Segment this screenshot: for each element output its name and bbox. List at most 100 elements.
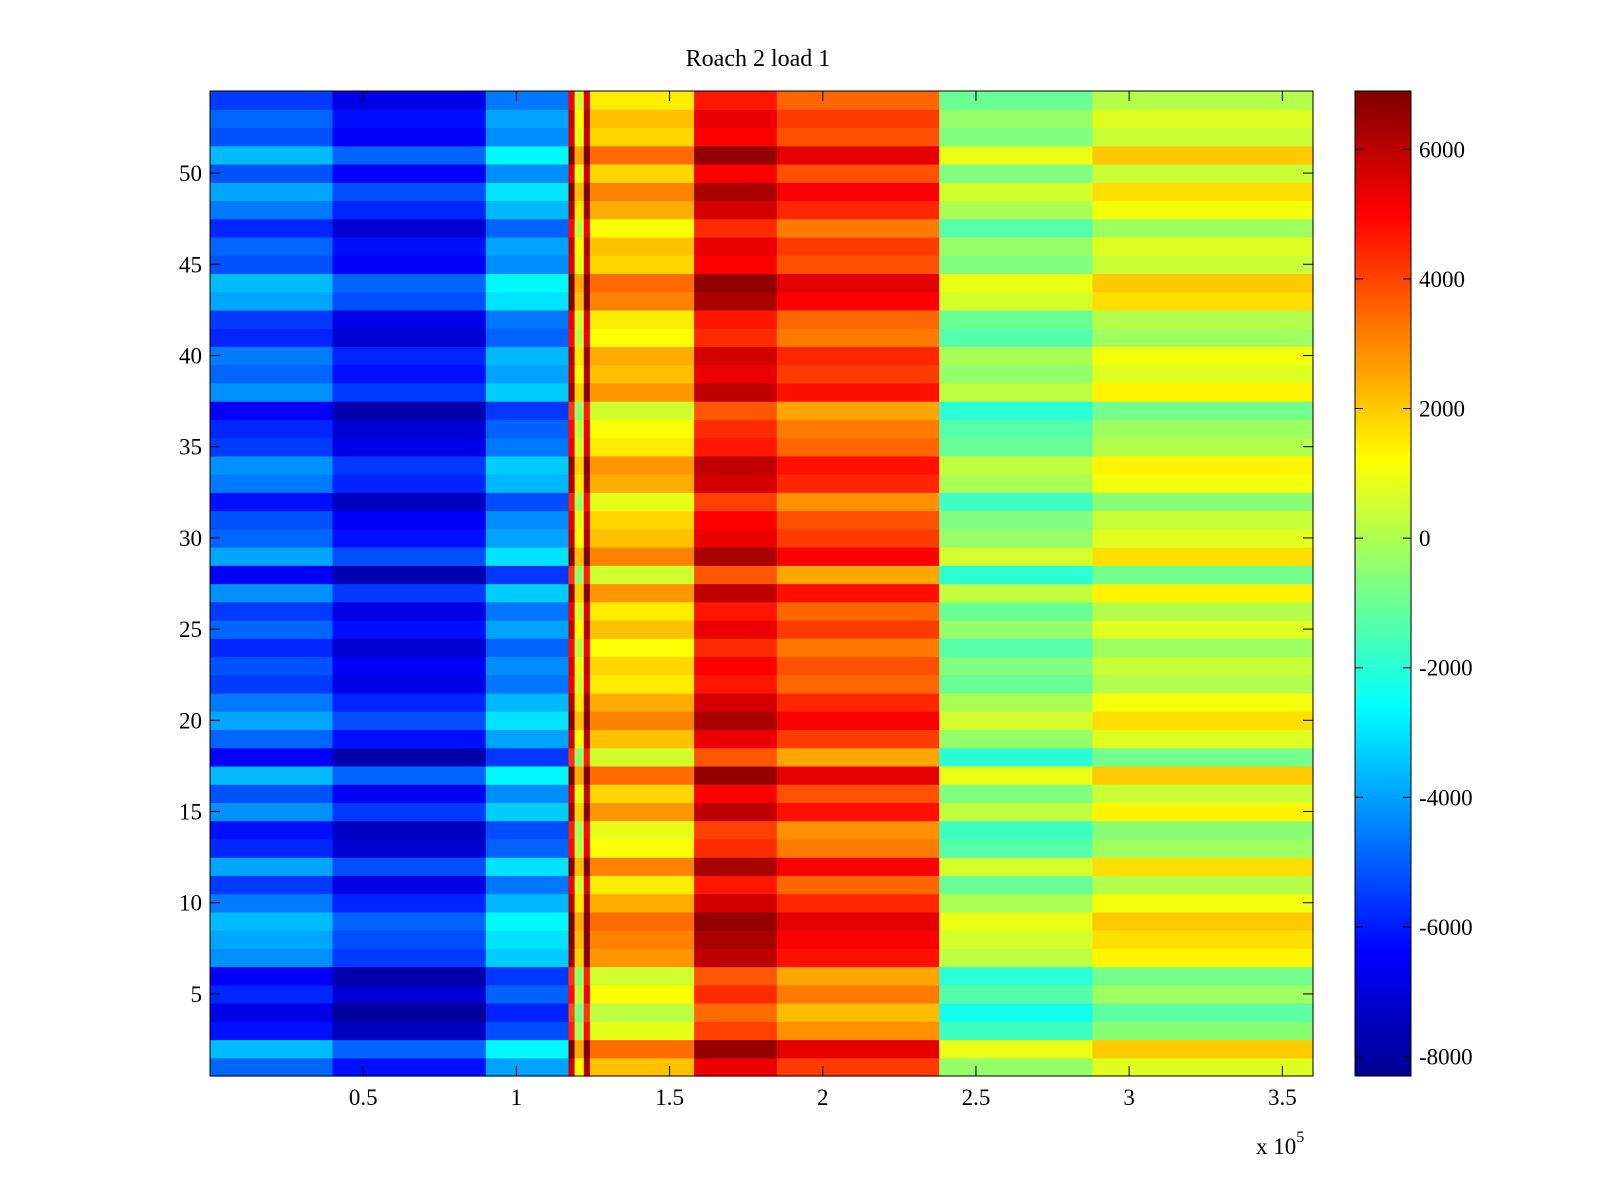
y-tick-label: 15	[179, 800, 202, 825]
heatmap-cell	[776, 401, 940, 420]
heatmap-cell	[574, 711, 585, 731]
heatmap-cell	[574, 255, 585, 275]
heatmap-cell	[210, 528, 334, 548]
heatmap-cell	[210, 346, 334, 366]
heatmap-cell	[776, 911, 940, 931]
heatmap-cell	[485, 547, 570, 566]
heatmap-cell	[694, 729, 778, 749]
heatmap-cell	[1092, 619, 1314, 639]
heatmap-cell	[210, 510, 334, 530]
heatmap-cell	[332, 948, 487, 968]
heatmap-cell	[1092, 328, 1314, 347]
heatmap-cell	[583, 711, 591, 731]
heatmap-cell	[939, 163, 1093, 183]
heatmap-cell	[332, 163, 487, 183]
heatmap-cell	[939, 455, 1093, 475]
heatmap-cell	[939, 711, 1093, 731]
heatmap-cell	[210, 948, 334, 968]
heatmap-cell	[1092, 1057, 1314, 1077]
heatmap-cell	[485, 1039, 570, 1059]
heatmap-cell	[776, 984, 940, 1004]
heatmap-cell	[589, 382, 695, 402]
colorbar-tick-label: -8000	[1419, 1045, 1473, 1070]
heatmap-cell	[485, 802, 570, 822]
heatmap-cell	[694, 91, 778, 110]
heatmap-cell	[1092, 948, 1314, 968]
heatmap-cell	[939, 437, 1093, 457]
colorbar-tick-label: -6000	[1419, 915, 1473, 940]
heatmap-cell	[694, 565, 778, 585]
heatmap-cell	[1092, 784, 1314, 803]
heatmap-cell	[568, 419, 576, 439]
heatmap-cell	[589, 1021, 695, 1041]
heatmap-cell	[485, 236, 570, 256]
heatmap-cell	[574, 729, 585, 749]
heatmap-cell	[583, 692, 591, 712]
heatmap-cell	[694, 583, 778, 603]
heatmap-cell	[583, 729, 591, 749]
heatmap-cell	[1092, 711, 1314, 731]
heatmap-cell	[332, 437, 487, 457]
x-tick-label: 3	[1123, 1085, 1135, 1110]
heatmap-cell	[939, 565, 1093, 585]
heatmap-cell	[583, 109, 591, 129]
heatmap-cell	[485, 91, 570, 110]
heatmap-cell	[568, 145, 576, 165]
heatmap-cell	[332, 528, 487, 548]
heatmap-cell	[583, 455, 591, 475]
heatmap-cell	[568, 182, 576, 202]
heatmap-cell	[1092, 930, 1314, 949]
heatmap-cell	[574, 455, 585, 475]
heatmap-cell	[583, 911, 591, 931]
heatmap-cell	[485, 1021, 570, 1041]
heatmap-cell	[589, 875, 695, 895]
heatmap-cell	[776, 747, 940, 767]
heatmap-cell	[694, 455, 778, 475]
heatmap-cell	[485, 692, 570, 712]
heatmap-cell	[939, 802, 1093, 822]
heatmap-cell	[589, 1057, 695, 1077]
heatmap-cell	[694, 474, 778, 493]
heatmap-cell	[776, 419, 940, 439]
heatmap-cell	[694, 163, 778, 183]
heatmap-cell	[1092, 455, 1314, 475]
heatmap-cell	[568, 547, 576, 566]
heatmap-cell	[776, 255, 940, 275]
heatmap-cell	[210, 619, 334, 639]
heatmap-cell	[1092, 145, 1314, 165]
heatmap-cell	[583, 656, 591, 676]
heatmap-cell	[485, 1003, 570, 1022]
heatmap-cell	[568, 619, 576, 639]
heatmap-cell	[583, 255, 591, 275]
heatmap-cell	[332, 875, 487, 895]
heatmap-cell	[568, 911, 576, 931]
heatmap-cell	[939, 474, 1093, 493]
heatmap-cell	[332, 455, 487, 475]
heatmap-cell	[589, 200, 695, 220]
heatmap-cell	[574, 328, 585, 347]
heatmap-cell	[1092, 765, 1314, 785]
heatmap-cell	[1092, 565, 1314, 585]
heatmap-cell	[694, 1021, 778, 1041]
heatmap-cell	[583, 163, 591, 183]
heatmap-cell	[332, 638, 487, 658]
heatmap-cell	[332, 966, 487, 986]
heatmap-cell	[568, 565, 576, 585]
heatmap-cell	[589, 528, 695, 548]
heatmap-cell	[568, 309, 576, 329]
heatmap-cell	[568, 784, 576, 803]
heatmap-cell	[332, 674, 487, 694]
heatmap-cell	[485, 510, 570, 530]
heatmap-cell	[776, 236, 940, 256]
heatmap-cell	[589, 145, 695, 165]
heatmap-cell	[939, 930, 1093, 949]
heatmap-cell	[589, 309, 695, 329]
heatmap-cell	[694, 182, 778, 202]
heatmap-cell	[589, 1003, 695, 1022]
x-tick-label: 3.5	[1268, 1085, 1297, 1110]
heatmap-cell	[939, 893, 1093, 913]
heatmap-cell	[694, 893, 778, 913]
heatmap-cell	[694, 382, 778, 402]
heatmap-cell	[210, 820, 334, 840]
heatmap-cell	[1092, 273, 1314, 293]
